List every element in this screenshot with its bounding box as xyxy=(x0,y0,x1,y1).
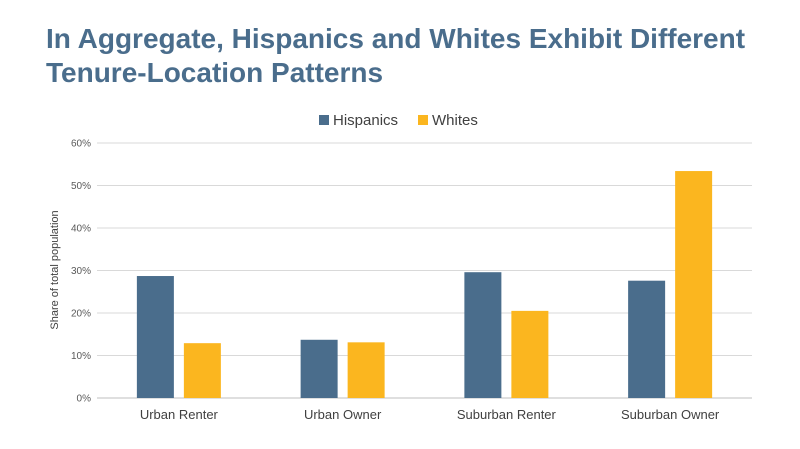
x-category-label: Urban Owner xyxy=(304,407,382,422)
bar-hispanics-suburban-renter xyxy=(464,272,502,398)
bar-whites-urban-renter xyxy=(183,343,221,398)
x-category-label: Urban Renter xyxy=(140,407,219,422)
y-tick-label: 50% xyxy=(71,181,91,192)
legend-label-hispanics: Hispanics xyxy=(333,112,398,129)
title-line-1: In Aggregate, Hispanics and Whites Exhib… xyxy=(46,23,746,54)
category-labels: Urban Renter Urban Owner Suburban Renter Su… xyxy=(140,407,720,422)
x-category-label: Suburban Renter xyxy=(457,407,557,422)
y-tick-label: 10% xyxy=(71,351,91,362)
y-axis-label: Share of total population xyxy=(49,210,61,329)
legend: Hispanics Whites xyxy=(319,112,478,129)
x-category-label: Suburban Owner xyxy=(621,407,720,422)
bar-whites-urban-owner xyxy=(347,342,385,398)
y-tick-labels: 0% 10% 20% 30% 40% 50% 60% xyxy=(71,139,91,405)
bar-hispanics-suburban-owner xyxy=(628,280,666,398)
y-tick-label: 30% xyxy=(71,266,91,277)
bar-whites-suburban-owner xyxy=(675,171,713,398)
legend-swatch-whites xyxy=(418,115,428,125)
y-tick-label: 60% xyxy=(71,139,91,150)
bar-hispanics-urban-owner xyxy=(300,339,338,398)
legend-swatch-hispanics xyxy=(319,115,329,125)
title-line-2: Tenure-Location Patterns xyxy=(46,57,384,88)
y-tick-label: 20% xyxy=(71,309,91,320)
bars xyxy=(136,171,713,398)
bar-whites-suburban-renter xyxy=(511,310,549,398)
bar-hispanics-urban-renter xyxy=(136,276,174,398)
y-tick-label: 40% xyxy=(71,224,91,235)
page-title: In Aggregate, Hispanics and Whites Exhib… xyxy=(46,22,786,90)
legend-label-whites: Whites xyxy=(432,112,478,129)
y-tick-label: 0% xyxy=(77,394,92,405)
